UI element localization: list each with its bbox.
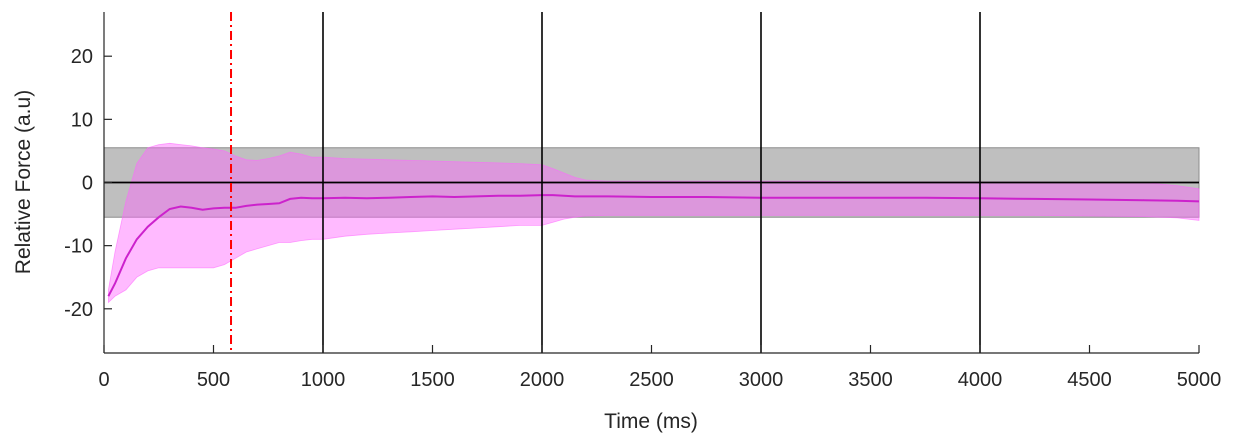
x-tick-label: 500 bbox=[197, 369, 230, 391]
x-tick-label: 4500 bbox=[1067, 369, 1112, 391]
x-tick-label: 5000 bbox=[1177, 369, 1222, 391]
x-tick-label: 2500 bbox=[629, 369, 674, 391]
y-tick-label: 20 bbox=[71, 46, 93, 68]
x-axis-label: Time (ms) bbox=[604, 410, 698, 433]
series-0-mean-line bbox=[107, 194, 1200, 297]
y-tick-label: 10 bbox=[71, 109, 93, 131]
y-tick-label: -20 bbox=[64, 299, 93, 321]
y-tick-label: 0 bbox=[82, 173, 93, 195]
x-tick-label: 2000 bbox=[520, 369, 565, 391]
x-tick-label: 3500 bbox=[848, 369, 893, 391]
axes: 0 500 1000 1500 2000 2500 3000 3500 4000 4500 5000… bbox=[64, 12, 1221, 391]
y-tick-label: -10 bbox=[64, 236, 93, 258]
plot-area bbox=[103, 12, 1200, 353]
x-tick-label: 1500 bbox=[410, 369, 455, 391]
x-tick-label: 1000 bbox=[301, 369, 346, 391]
x-tick-label: 3000 bbox=[739, 369, 784, 391]
x-tick-label: 4000 bbox=[958, 369, 1003, 391]
y-axis-label: Relative Force (a.u) bbox=[12, 90, 35, 274]
x-tick-label: 0 bbox=[98, 369, 109, 391]
